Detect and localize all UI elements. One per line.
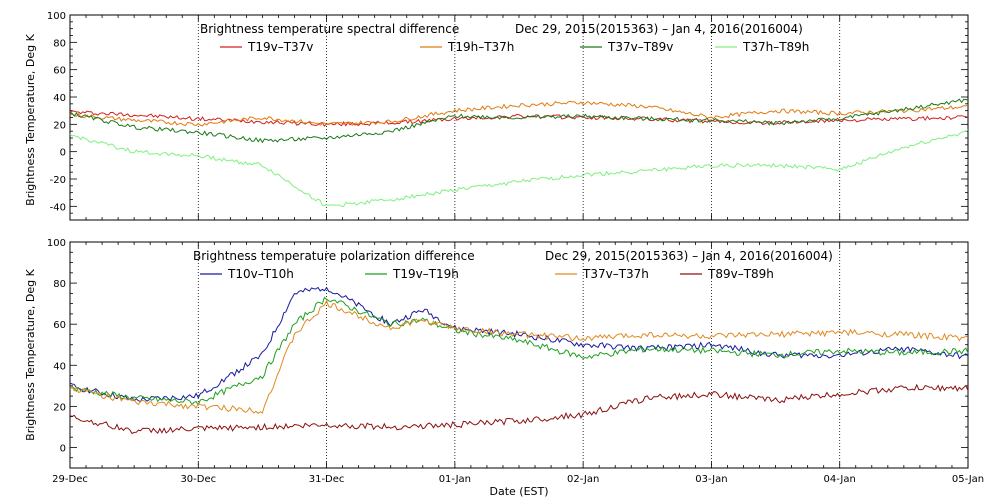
series-line xyxy=(69,383,969,435)
x-tick-label: 04-Jan xyxy=(824,474,856,485)
y-tick-label: 80 xyxy=(53,279,66,290)
y-tick-label: 80 xyxy=(53,38,66,49)
x-tick-label: 29-Dec xyxy=(52,474,88,485)
y-tick-label: 100 xyxy=(47,238,66,249)
series-line xyxy=(69,110,969,127)
x-tick-label: 01-Jan xyxy=(439,474,471,485)
y-tick-label: 40 xyxy=(53,361,66,372)
legend-label: T10v–T10h xyxy=(227,267,294,281)
polarization-difference-panel: Brightness temperature polarization diff… xyxy=(24,238,984,485)
y-tick-label: -20 xyxy=(50,175,66,186)
y-tick-label: 20 xyxy=(53,402,66,413)
y-axis-label: Brightness Temperature, Deg K xyxy=(24,268,37,440)
plot-frame xyxy=(69,241,969,469)
spectral-difference-panel: Brightness temperature spectral differen… xyxy=(24,11,969,221)
series-line xyxy=(69,98,969,144)
legend-label: T19v–T19h xyxy=(392,267,459,281)
y-axis-label: Brightness Temperature, Deg K xyxy=(24,33,37,205)
title-left: Brightness temperature polarization diff… xyxy=(193,249,475,263)
y-tick-label: 100 xyxy=(47,11,66,22)
legend-label: T19v–T37v xyxy=(247,40,313,54)
x-tick-label: 30-Dec xyxy=(180,474,216,485)
series-line xyxy=(69,129,969,208)
title-right: Dec 29, 2015(2015363) – Jan 4, 2016(2016… xyxy=(515,22,803,36)
legend-label: T37h–T89h xyxy=(742,40,809,54)
x-tick-label: 02-Jan xyxy=(567,474,599,485)
x-tick-label: 31-Dec xyxy=(309,474,345,485)
y-tick-label: -40 xyxy=(50,202,66,213)
y-tick-label: 60 xyxy=(53,66,66,77)
y-tick-label: 40 xyxy=(53,93,66,104)
plot-frame xyxy=(69,14,969,221)
title-right: Dec 29, 2015(2015363) – Jan 4, 2016(2016… xyxy=(545,249,833,263)
y-tick-label: 0 xyxy=(60,148,66,159)
series-line xyxy=(69,296,969,406)
legend-label: T19h–T37h xyxy=(447,40,514,54)
legend-label: T89v–T89h xyxy=(707,267,774,281)
x-tick-label: 05-Jan xyxy=(952,474,984,485)
series-line xyxy=(69,299,969,414)
x-tick-label: 03-Jan xyxy=(695,474,727,485)
y-tick-label: 60 xyxy=(53,320,66,331)
series-line xyxy=(69,100,969,127)
legend-label: T37v–T37h xyxy=(582,267,649,281)
y-tick-label: 0 xyxy=(60,443,66,454)
y-tick-label: 20 xyxy=(53,120,66,131)
title-left: Brightness temperature spectral differen… xyxy=(200,22,459,36)
x-axis-label: Date (EST) xyxy=(489,485,548,498)
legend-label: T37v–T89v xyxy=(607,40,673,54)
series-line xyxy=(69,286,969,403)
